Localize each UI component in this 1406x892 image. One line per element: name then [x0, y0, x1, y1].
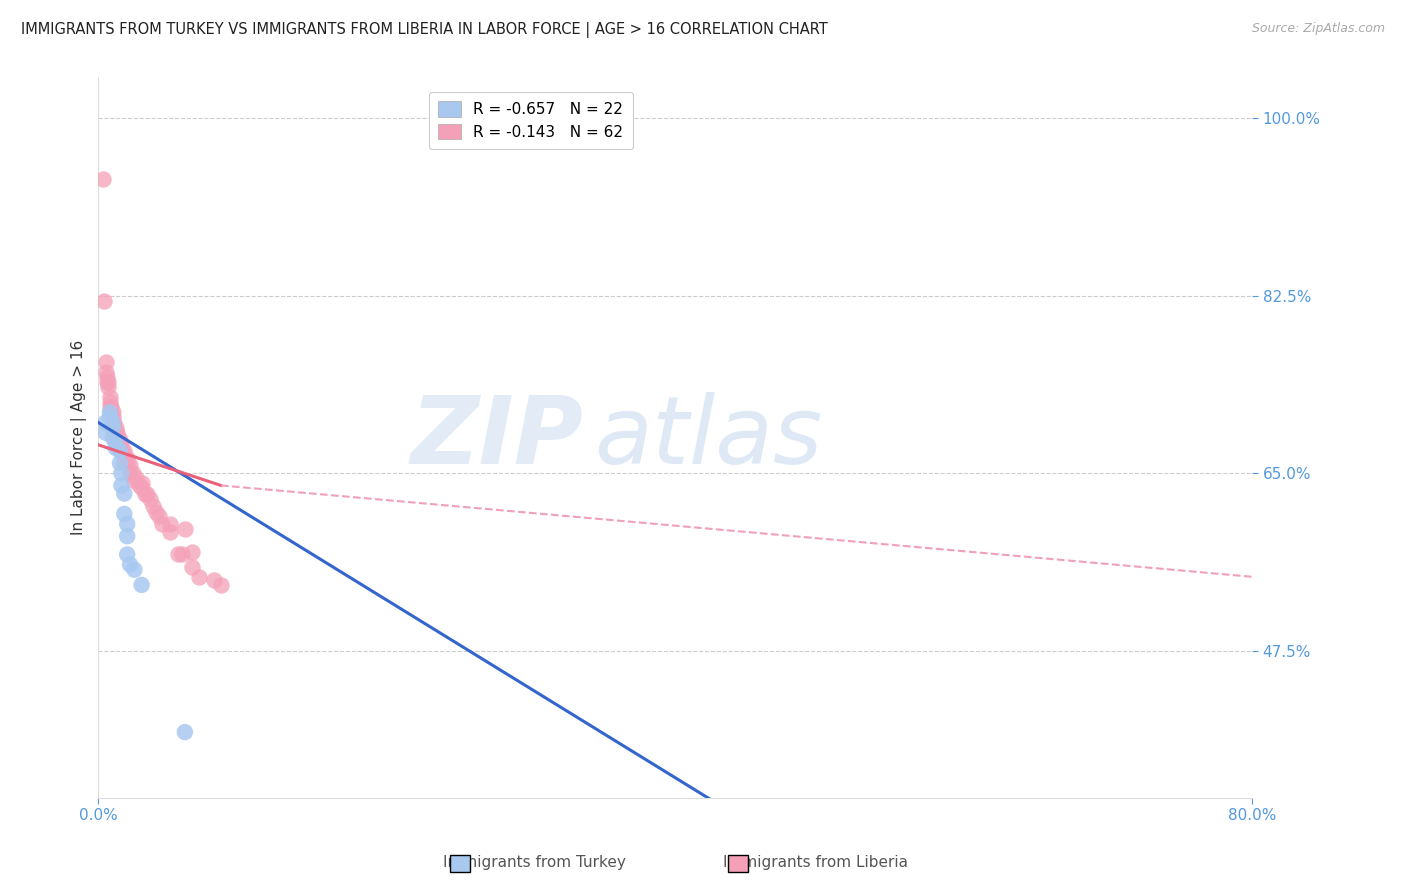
Point	[136, 486, 159, 500]
Point	[100, 405, 122, 419]
Point	[112, 456, 135, 470]
Point	[104, 420, 127, 434]
Point	[103, 420, 125, 434]
Point	[115, 529, 138, 543]
Point	[101, 420, 124, 434]
Point	[112, 486, 135, 500]
Point	[94, 425, 117, 440]
Point	[145, 505, 167, 519]
Point	[98, 390, 121, 404]
Point	[110, 441, 132, 455]
Point	[96, 375, 118, 389]
Point	[101, 416, 124, 430]
Point	[108, 444, 131, 458]
Text: IMMIGRANTS FROM TURKEY VS IMMIGRANTS FROM LIBERIA IN LABOR FORCE | AGE > 16 CORR: IMMIGRANTS FROM TURKEY VS IMMIGRANTS FRO…	[21, 22, 828, 38]
Point	[111, 446, 134, 460]
Point	[98, 401, 121, 415]
Point	[108, 435, 131, 450]
Point	[134, 486, 156, 500]
Point	[139, 491, 162, 506]
Point	[122, 467, 145, 481]
Point	[105, 431, 128, 445]
Point	[97, 375, 120, 389]
Point	[112, 448, 135, 462]
Text: Source: ZipAtlas.com: Source: ZipAtlas.com	[1251, 22, 1385, 36]
Point	[108, 456, 131, 470]
Point	[100, 401, 122, 415]
Point	[105, 425, 128, 440]
Point	[115, 548, 138, 562]
Point	[101, 431, 124, 445]
Text: atlas: atlas	[595, 392, 823, 483]
Point	[122, 474, 145, 488]
Point	[104, 425, 127, 440]
Point	[101, 427, 124, 442]
Point	[112, 444, 135, 458]
Point	[110, 435, 132, 450]
Point	[104, 441, 127, 455]
Text: Immigrants from Liberia: Immigrants from Liberia	[723, 855, 908, 870]
Point	[101, 410, 124, 425]
Point	[115, 456, 138, 470]
Point	[93, 293, 115, 308]
Point	[124, 563, 146, 577]
Point	[159, 525, 181, 540]
Point	[120, 558, 142, 572]
Point	[148, 508, 170, 523]
Point	[120, 467, 142, 481]
Point	[98, 410, 121, 425]
Point	[150, 516, 173, 531]
Point	[94, 365, 117, 379]
Point	[131, 476, 153, 491]
Point	[110, 467, 132, 481]
Point	[128, 478, 150, 492]
Point	[98, 405, 121, 419]
Point	[142, 499, 165, 513]
Point	[107, 431, 129, 445]
Point	[110, 478, 132, 492]
Point	[174, 725, 197, 739]
Point	[131, 578, 153, 592]
Point	[166, 548, 188, 562]
Point	[101, 420, 124, 434]
Text: Immigrants from Turkey: Immigrants from Turkey	[443, 855, 626, 870]
Point	[96, 369, 118, 384]
Point	[91, 172, 114, 186]
Point	[115, 451, 138, 466]
Point	[181, 545, 204, 559]
Point	[181, 559, 204, 574]
Point	[115, 516, 138, 531]
Point	[94, 416, 117, 430]
Point	[97, 380, 120, 394]
Point	[103, 416, 125, 430]
Point	[170, 548, 193, 562]
Point	[101, 405, 124, 419]
Legend: R = -0.657   N = 22, R = -0.143   N = 62: R = -0.657 N = 22, R = -0.143 N = 62	[429, 92, 633, 149]
Y-axis label: In Labor Force | Age > 16: In Labor Force | Age > 16	[72, 340, 87, 535]
Point	[105, 435, 128, 450]
Text: ZIP: ZIP	[411, 392, 583, 483]
Point	[125, 471, 148, 485]
Point	[94, 354, 117, 368]
Point	[98, 395, 121, 409]
Point	[159, 516, 181, 531]
Point	[112, 507, 135, 521]
Point	[101, 416, 124, 430]
Point	[131, 482, 153, 496]
Point	[202, 573, 225, 587]
Point	[188, 570, 211, 584]
Point	[174, 522, 197, 536]
Point	[108, 441, 131, 455]
Point	[120, 458, 142, 472]
Point	[104, 435, 127, 450]
Point	[107, 435, 129, 450]
Point	[209, 578, 232, 592]
